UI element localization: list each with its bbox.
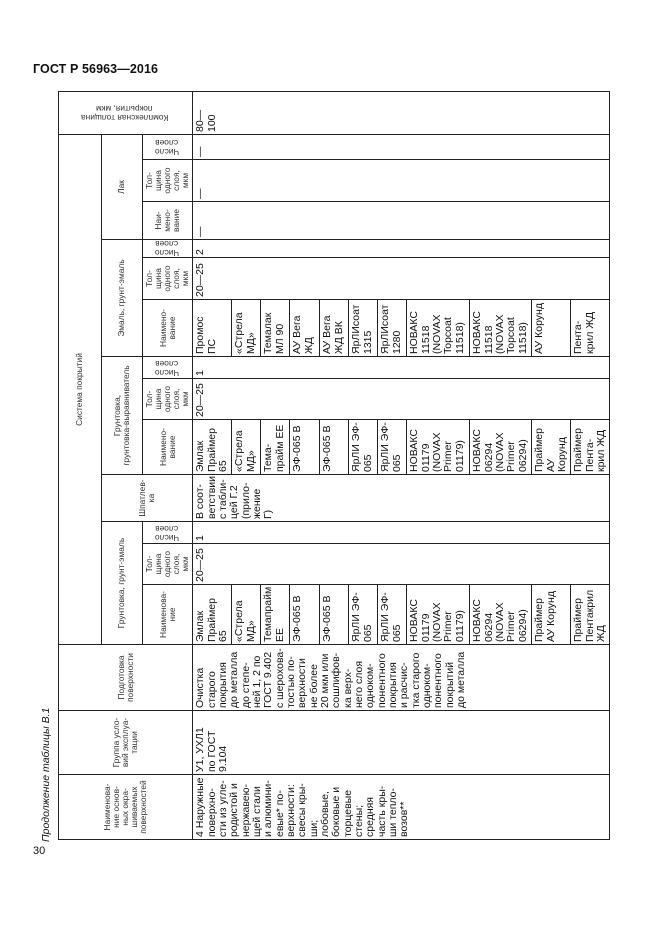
- table-caption: Продолжение таблицы В.1: [40, 707, 52, 842]
- table-body: 4 Наружные поверхно- сти из угле- родист…: [192, 91, 610, 840]
- cell-primer-leveler-name: НОВАКС 01179 (NOVAX Primer 01179): [406, 419, 470, 475]
- cell-primer-leveler-name: ЯрЛИ ЭФ- 065: [348, 419, 378, 475]
- cell-primer-enamel-name: Праймер АУ Корунд: [531, 584, 571, 645]
- header-en-layers: Число слоев: [142, 239, 193, 258]
- cell-enamel-name: АУ Корунд: [531, 299, 571, 357]
- header-pe-thickness: Тол- щина одного слоя, мкм: [142, 543, 193, 585]
- cell-en-thickness: 20—25: [192, 257, 610, 300]
- cell-primer-leveler-name: НОВАКС 06294 (NOVAX Primer 06294): [469, 419, 532, 475]
- header-surface-prep: Подготовка поверхности: [58, 644, 193, 711]
- cell-enamel-name: АУ Вега ЖД: [289, 299, 320, 357]
- cell-enamel-name: НОВАКС 11518 (NOVAX Topcoat 11518): [406, 299, 470, 357]
- header-pe-name: Наименова- ние: [142, 584, 193, 645]
- cell-exploitation-group: У1, УХЛ1 по ГОСТ 9.104: [192, 710, 610, 775]
- cell-primer-leveler-name: Праймер Пента- крил ЖД: [570, 419, 610, 475]
- cell-primer-enamel-name: Эмлак Праймер 65: [192, 584, 232, 645]
- cell-total-thickness: 80—100: [192, 91, 610, 135]
- cell-enamel-name: ЯрЛИсоат 1280: [377, 299, 407, 357]
- header-en-thickness: Тол- щина одного слоя, мкм: [142, 257, 193, 300]
- cell-primer-leveler-name: Тема- прайм ЕЕ: [260, 419, 290, 475]
- cell-varnish-name: —: [192, 201, 610, 240]
- cell-varnish-thickness: —: [192, 159, 610, 202]
- cell-primer-leveler-name: Праймер АУ Корунд: [531, 419, 571, 475]
- cell-enamel-name: Промос ПС: [192, 299, 232, 357]
- cell-varnish-layers: —: [192, 134, 610, 160]
- cell-primer-leveler-name: ЭФ-065 В: [289, 419, 320, 475]
- cell-putty: В соот- ветствии с табли- цей Г.2 (прило…: [192, 474, 610, 522]
- header-exploitation-group: Группа усло- вий эксплуа- тации: [58, 710, 193, 775]
- cell-enamel-name: «Стрела МД»: [231, 299, 261, 357]
- cell-primer-enamel-name: НОВАКС 01179 (NOVAX Primer 01179): [406, 584, 470, 645]
- cell-enamel-name: НОВАКС 11518 (NOVAX Topcoat 11518): [469, 299, 532, 357]
- cell-primer-enamel-name: ЭФ-065 В: [319, 584, 349, 645]
- cell-primer-enamel-name: НОВАКС 06294 (NOVAX Primer 06294): [469, 584, 532, 645]
- header-pe-layers: Число слоев: [142, 521, 193, 544]
- header-varnish: Лак: [101, 134, 143, 240]
- header-pl-layers: Число слоев: [142, 356, 193, 379]
- coating-systems-table: Наименова- ние основ- ных окра- шиваемых…: [58, 91, 611, 840]
- header-putty: Шпатлев- ка: [101, 474, 193, 522]
- cell-primer-enamel-name: «Стрела МД»: [231, 584, 261, 645]
- document-title: ГОСТ Р 56963—2016: [33, 62, 159, 76]
- cell-primer-leveler-name: ЯрЛИ ЭФ- 065: [377, 419, 407, 475]
- cell-surface-prep: Очистка старого покрытия до металла до с…: [192, 644, 610, 711]
- cell-enamel-name: Пента- крил ЖД: [570, 299, 610, 357]
- cell-pl-thickness: 20—25: [192, 378, 610, 420]
- cell-primer-enamel-name: Праймер Пентакрил ЖД: [570, 584, 610, 645]
- cell-primer-leveler-name: «Стрела МД»: [231, 419, 261, 475]
- cell-pe-layers: 1: [192, 521, 610, 544]
- header-enamel: Эмаль, грунт-эмаль: [101, 239, 143, 357]
- cell-enamel-name: АУ Вега ЖД ВК: [319, 299, 349, 357]
- cell-primer-leveler-name: Эмлак Праймер 65: [192, 419, 232, 475]
- header-pl-thickness: Тол- щина одного слоя, мкм: [142, 378, 193, 420]
- cell-primer-enamel-name: Темапрайм ЕЕ: [260, 584, 290, 645]
- cell-primer-leveler-name: ЭФ-065 В: [319, 419, 349, 475]
- header-varnish-name: Наи- мено- вание: [142, 201, 193, 240]
- header-pl-name: Наимено- вание: [142, 419, 193, 475]
- header-varnish-layers: Число слоев: [142, 134, 193, 160]
- cell-enamel-name: Темалак МЛ 90: [260, 299, 290, 357]
- cell-primer-enamel-name: ЯрЛИ ЭФ- 065: [377, 584, 407, 645]
- header-varnish-thickness: Тол- щина одного слоя, мкм: [142, 159, 193, 202]
- header-surface-name: Наименова- ние основ- ных окра- шиваемых…: [58, 774, 193, 840]
- cell-en-layers: 2: [192, 239, 610, 258]
- header-primer-enamel: Грунтовка, грунт-эмаль: [101, 521, 143, 645]
- cell-enamel-name: ЯрЛИсоат 1315: [348, 299, 378, 357]
- header-en-name: Наимено- вание: [142, 299, 193, 357]
- page-number: 30: [33, 845, 46, 857]
- cell-pe-thickness: 20—25: [192, 543, 610, 585]
- cell-primer-enamel-name: ЯрЛИ ЭФ- 065: [348, 584, 378, 645]
- table-row: 4 Наружные поверхно- сти из угле- родист…: [192, 91, 610, 840]
- header-primer-leveler: Грунтовка, грунтовка-выравниватель: [101, 356, 143, 475]
- header-coating-system: Система покрытий: [58, 134, 102, 645]
- cell-primer-enamel-name: ЭФ-065 В: [289, 584, 320, 645]
- cell-surface-name: 4 Наружные поверхно- сти из угле- родист…: [192, 774, 610, 840]
- cell-pl-layers: 1: [192, 356, 610, 379]
- rotated-table-frame: Наименова- ние основ- ных окра- шиваемых…: [58, 91, 611, 840]
- header-total-thickness: Комплексная толщина покрытия, мкм: [58, 91, 193, 135]
